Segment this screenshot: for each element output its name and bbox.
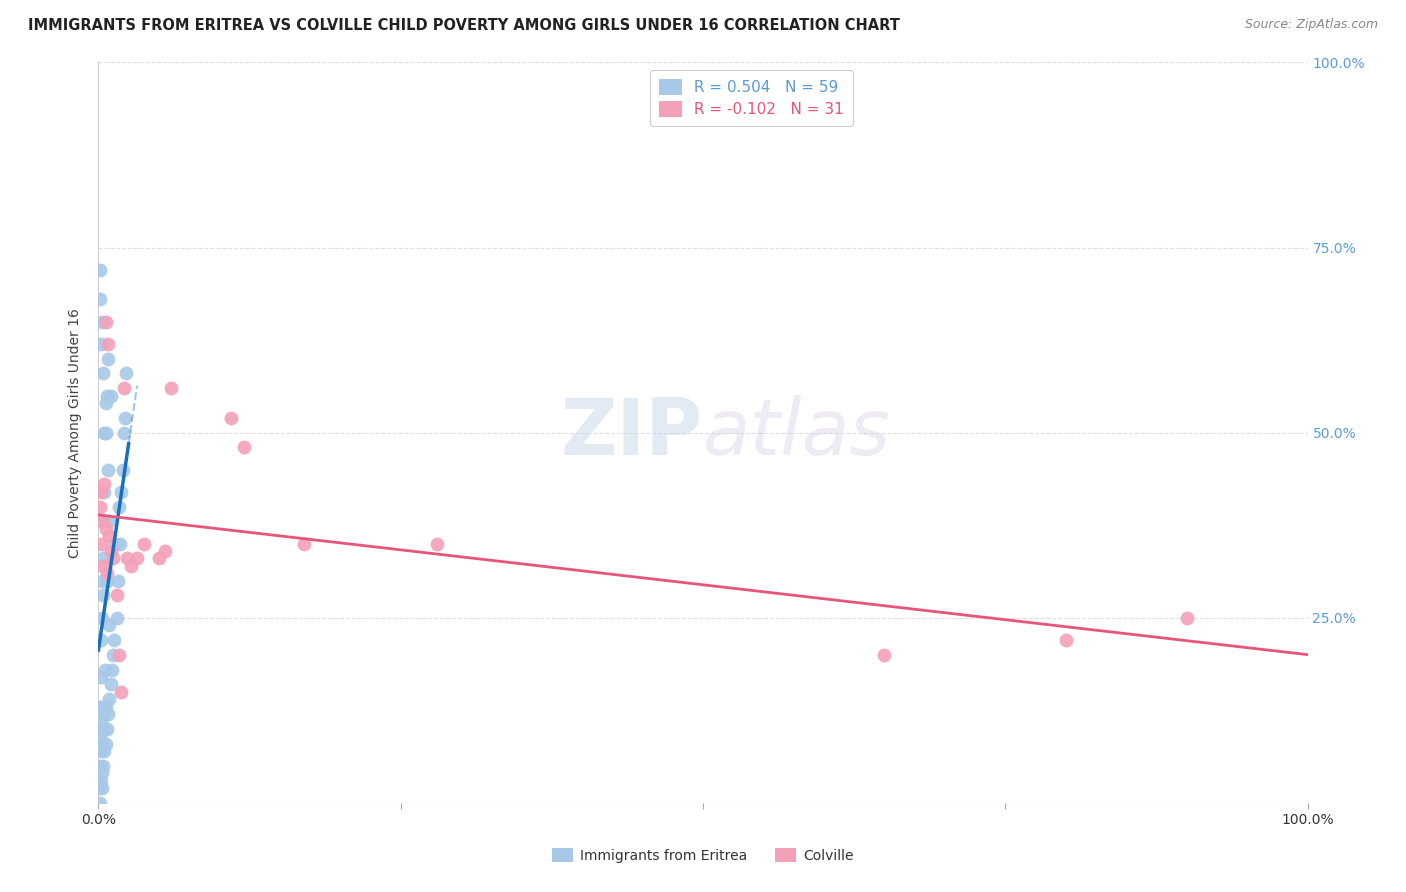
Point [134,536,156,550]
Y-axis label: Child Poverty Among Girls Under 16: Child Poverty Among Girls Under 16 [69,308,83,558]
Point [98,692,121,706]
Point [426,536,449,550]
Point [90,670,112,684]
Point [94,522,117,536]
Point [89,758,111,772]
Point [110,685,132,699]
Point [91,737,114,751]
Point [97,706,120,721]
Point [94,314,117,328]
Point [103,632,125,647]
Point [105,589,128,603]
Point [1054,632,1077,647]
Point [94,699,117,714]
Point [96,388,118,402]
Point [91,589,114,603]
Point [115,367,138,381]
Point [112,425,135,440]
Point [90,336,112,351]
Text: atlas: atlas [703,394,891,471]
Point [96,722,118,736]
Text: ZIP: ZIP [561,394,703,471]
Point [127,551,149,566]
Point [93,477,115,491]
Point [91,558,114,573]
Point [91,551,114,566]
Point [96,566,118,581]
Point [98,515,121,529]
Point [90,744,112,758]
Point [89,729,111,743]
Point [90,632,112,647]
Point [93,744,115,758]
Point [87,780,110,795]
Point [100,544,122,558]
Point [93,706,115,721]
Point [292,536,315,550]
Point [98,618,121,632]
Point [114,410,136,425]
Point [117,551,139,566]
Point [873,648,896,662]
Point [90,484,112,499]
Point [91,780,114,795]
Point [89,796,111,810]
Point [110,484,132,499]
Point [105,610,128,624]
Point [91,314,114,328]
Point [94,737,117,751]
Point [90,773,112,788]
Point [100,677,122,691]
Point [96,574,118,588]
Point [120,558,142,573]
Point [91,699,114,714]
Point [153,544,176,558]
Point [89,699,111,714]
Point [148,551,170,566]
Point [91,574,114,588]
Point [94,396,117,410]
Point [91,758,114,772]
Point [89,500,111,514]
Point [98,529,121,543]
Point [94,663,117,677]
Point [97,351,120,366]
Point [160,381,183,395]
Point [91,766,114,780]
Point [97,462,120,476]
Text: Source: ZipAtlas.com: Source: ZipAtlas.com [1244,18,1378,31]
Point [221,410,243,425]
Point [91,515,114,529]
Point [112,381,135,395]
Point [101,551,124,566]
Point [91,367,114,381]
Point [100,663,122,677]
Point [100,388,122,402]
Point [232,441,254,455]
Point [108,536,131,550]
Point [111,462,134,476]
Point [89,262,111,277]
Point [91,722,114,736]
Text: IMMIGRANTS FROM ERITREA VS COLVILLE CHILD POVERTY AMONG GIRLS UNDER 16 CORRELATI: IMMIGRANTS FROM ERITREA VS COLVILLE CHIL… [28,18,900,33]
Point [93,425,115,440]
Point [91,610,114,624]
Point [89,293,111,307]
Point [93,484,115,499]
Legend: Immigrants from Eritrea, Colville: Immigrants from Eritrea, Colville [546,841,860,870]
Point [108,648,131,662]
Point [94,425,117,440]
Point [97,336,120,351]
Point [108,500,131,514]
Point [107,574,129,588]
Point [90,536,112,550]
Point [1175,610,1198,624]
Point [104,536,127,550]
Point [93,515,115,529]
Point [90,714,112,729]
Point [101,648,124,662]
